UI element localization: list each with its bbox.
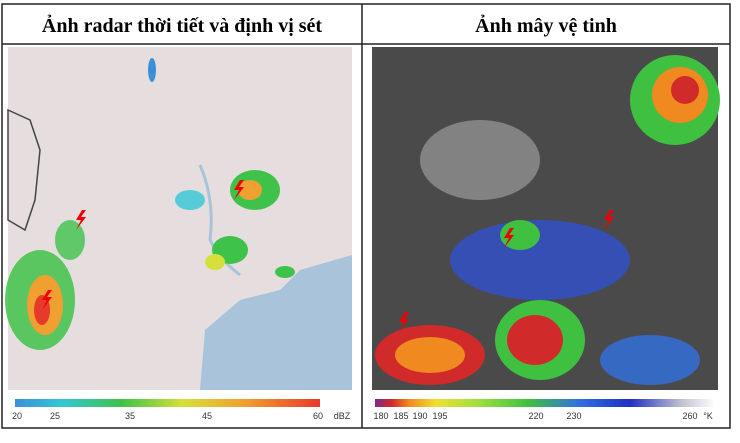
colorbar-tick: 45 [202,411,212,421]
satellite-image [372,47,720,390]
colorbar-tick: 185 [393,411,408,421]
colorbar-tick: 20 [12,411,22,421]
colorbar-tick: 35 [125,411,135,421]
panel-title: Ảnh radar thời tiết và định vị sét [42,14,323,37]
panel-title: Ảnh mây vệ tinh [475,14,617,37]
colorbar [375,399,715,407]
colorbar-unit: dBZ [334,411,351,421]
colorbar-tick: 260 [682,411,697,421]
colorbar-unit: °K [703,411,713,421]
radar-map [5,47,352,390]
colorbar [15,399,320,407]
colorbar-tick: 190 [412,411,427,421]
colorbar-tick: 230 [566,411,581,421]
frame [1,3,731,429]
colorbar-tick: 60 [313,411,323,421]
colorbar-tick: 180 [373,411,388,421]
colorbar-tick: 25 [50,411,60,421]
colorbar-tick: 220 [528,411,543,421]
colorbar-tick: 195 [432,411,447,421]
